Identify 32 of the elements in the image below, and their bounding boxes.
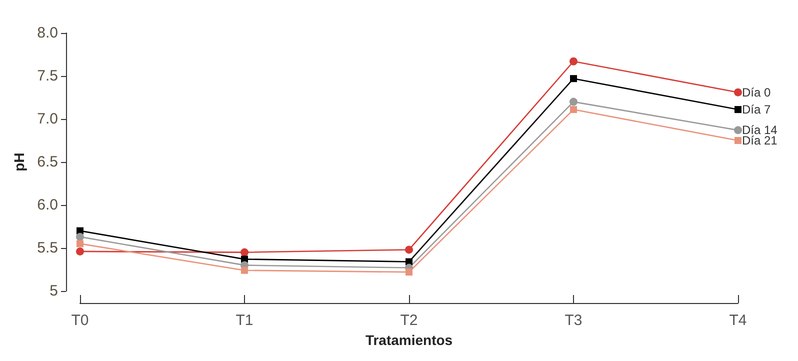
point: [76, 247, 84, 256]
point: [76, 232, 84, 241]
x-tick-label: T2: [400, 312, 418, 329]
y-tick-label: 6.0: [37, 196, 58, 214]
y-tick-label: 7.0: [37, 110, 58, 128]
series-label: Día 21: [742, 134, 778, 148]
point: [734, 137, 742, 144]
point: [734, 106, 742, 114]
y-tick-label: 5.5: [37, 240, 58, 256]
point: [76, 240, 84, 248]
point: [241, 266, 248, 274]
x-axis-title: Tratamientos: [365, 332, 453, 348]
point: [570, 75, 577, 82]
y-tick-label: 5: [50, 282, 58, 300]
y-tick-label: 6.5: [37, 154, 58, 170]
x-tick-label: T3: [564, 312, 582, 329]
point: [734, 126, 742, 134]
point: [570, 98, 578, 106]
series-label: Día 7: [742, 102, 772, 117]
point: [240, 248, 248, 256]
y-tick-label: 7.5: [37, 68, 58, 84]
y-axis-title: pH: [11, 152, 28, 172]
point: [405, 246, 413, 254]
x-tick-label: T4: [729, 312, 747, 329]
point: [406, 268, 412, 276]
x-tick-label: T0: [71, 312, 89, 329]
y-tick-label: 8.0: [37, 24, 58, 42]
point: [570, 57, 578, 66]
series-label: Día 0: [742, 85, 772, 100]
x-tick-label: T1: [236, 312, 254, 329]
point: [570, 106, 577, 114]
point: [734, 88, 742, 96]
